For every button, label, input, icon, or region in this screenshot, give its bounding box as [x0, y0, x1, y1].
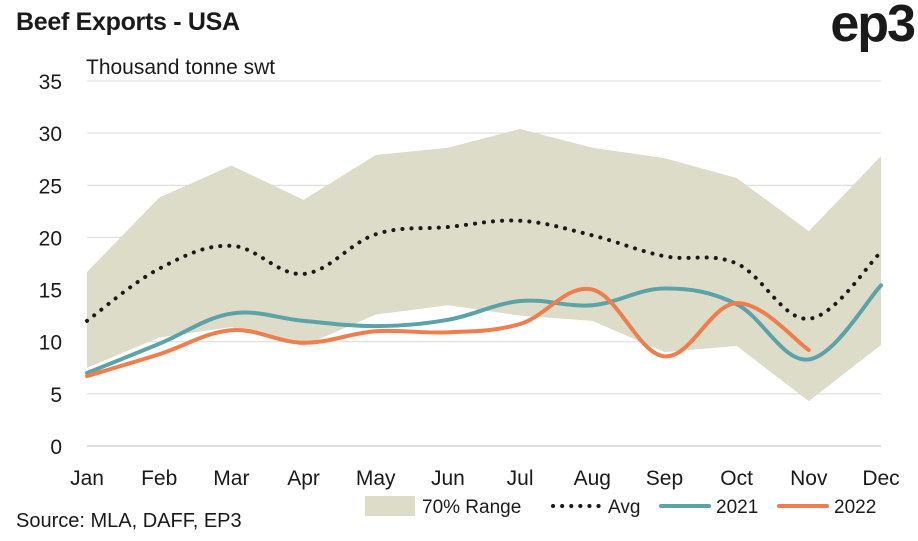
y-axis-unit-label: Thousand tonne swt	[86, 56, 275, 79]
series-line-avg	[85, 218, 883, 323]
x-tick-label: Nov	[790, 467, 828, 490]
legend-label-range: 70% Range	[422, 497, 521, 518]
x-tick-label: Feb	[141, 467, 177, 490]
legend-label-2021: 2021	[716, 497, 758, 518]
x-tick-label: Jul	[507, 467, 534, 490]
y-tick-label: 20	[39, 227, 62, 250]
y-tick-label: 35	[39, 71, 62, 94]
source-note: Source: MLA, DAFF, EP3	[16, 510, 242, 532]
y-tick-label: 0	[50, 436, 62, 459]
legend: 70% Range Avg 2021 2022	[365, 496, 876, 518]
x-tick-label: Oct	[720, 467, 753, 490]
x-tick-label: Jun	[431, 467, 465, 490]
range-band-area	[87, 128, 881, 402]
series-line-2021	[85, 283, 883, 375]
y-tick-label: 10	[39, 332, 62, 355]
y-tick-label: 5	[50, 384, 62, 407]
x-tick-label: May	[356, 467, 396, 490]
range-band	[87, 128, 881, 402]
x-tick-label: Aug	[574, 467, 611, 490]
y-tick-label: 15	[39, 280, 62, 303]
ep3-logo: ep3	[830, 0, 916, 53]
legend-swatch-range	[365, 496, 415, 516]
series-lines	[85, 218, 883, 379]
y-tick-label: 25	[39, 175, 62, 198]
legend-label-avg: Avg	[608, 497, 640, 518]
chart-title: Beef Exports - USA	[16, 8, 240, 36]
legend-label-2022: 2022	[834, 497, 876, 518]
x-axis-ticks: Jan Feb Mar Apr May Jun Jul Aug Sep Oct Nov Dec	[70, 467, 900, 490]
y-tick-label: 30	[39, 123, 62, 146]
series-line-2022	[85, 286, 811, 379]
x-tick-label: Sep	[646, 467, 683, 490]
y-axis-ticks: 0 5 10 15 20 25 30 35	[39, 71, 62, 459]
x-tick-label: Mar	[213, 467, 249, 490]
x-tick-label: Dec	[862, 467, 899, 490]
x-tick-label: Apr	[287, 467, 320, 490]
x-tick-label: Jan	[70, 467, 104, 490]
